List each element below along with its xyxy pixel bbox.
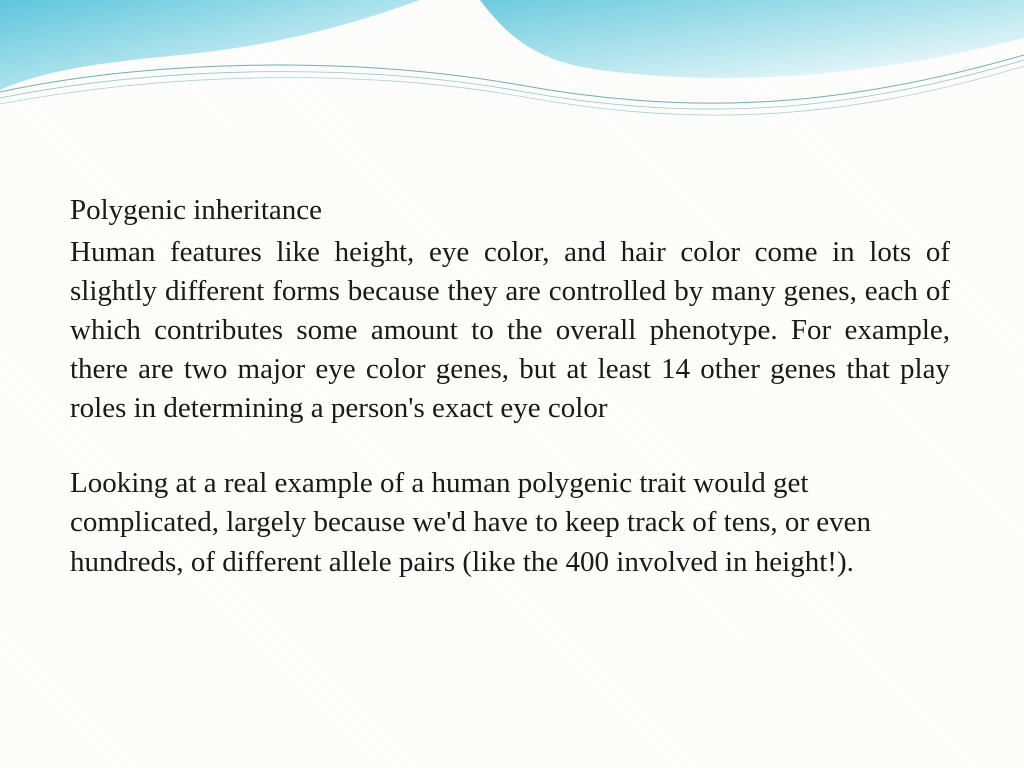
paragraph-1: Human features like height, eye color, a… [70,233,950,429]
slide-title: Polygenic inheritance [70,190,950,231]
decorative-wave-header [0,0,1024,140]
paragraph-2: Looking at a real example of a human pol… [70,464,950,581]
slide-content: Polygenic inheritance Human features lik… [70,190,950,582]
